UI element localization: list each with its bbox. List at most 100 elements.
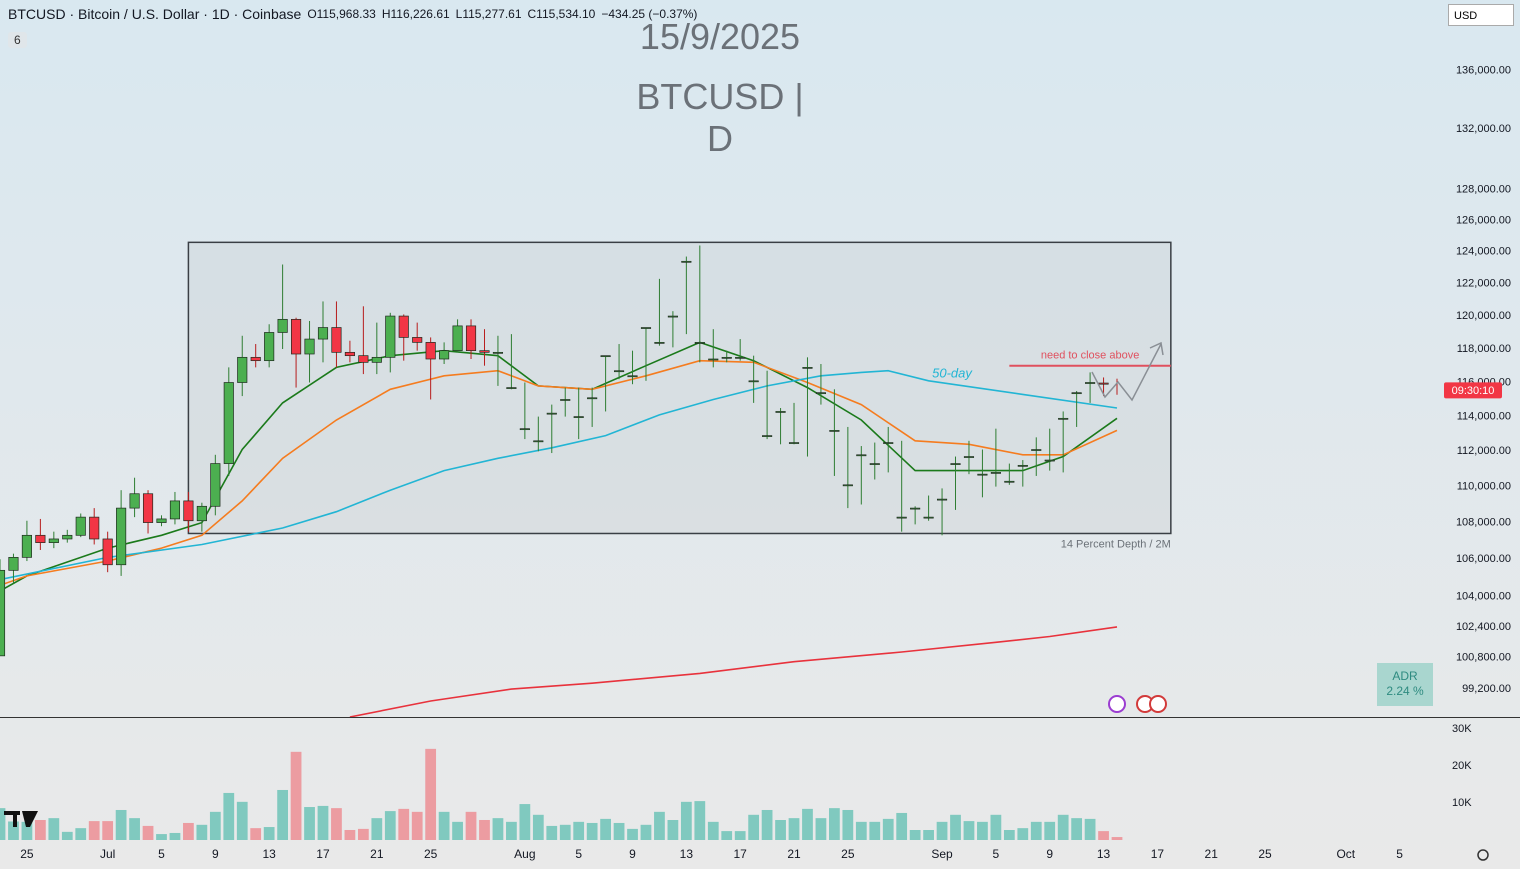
volume-bar [613,822,625,840]
watermark-symbol: BTCUSD | D [636,76,804,159]
volume-bar [115,809,127,840]
volume-bar [102,821,114,840]
candle-body [465,325,477,352]
candle-body [923,516,934,519]
volume-bar [600,818,611,840]
volume-bar [1098,831,1109,840]
volume-bar [936,821,948,840]
volume-bar [88,821,100,840]
candle-body [492,351,504,354]
change: −434.25 (−0.37%) [601,7,698,21]
volume-bar [977,821,988,840]
volume-bar [169,832,181,840]
volume-bar [357,828,369,840]
volume-bar [559,824,571,840]
candle-body [237,356,248,383]
candle-body [1031,449,1042,451]
x-tick-label: 21 [787,847,801,861]
volume-bar [640,824,652,840]
candle-body [506,387,517,389]
candle-body [896,516,907,519]
volume-bar [896,812,908,840]
price-pane: 14 Percent Depth / 2M 50-day need to close… [0,241,1172,717]
candle-body [129,493,140,509]
volume-bar [532,814,544,840]
volume-bar [156,834,167,840]
candle-body [762,435,773,437]
ohlc-close: C115,534.10 [527,7,596,21]
x-tick-label: 9 [1046,847,1053,861]
candle-body [452,325,463,352]
volume-bar [748,814,760,840]
candle-body [627,375,638,378]
volume-bar [236,801,248,840]
volume-bar [209,811,221,840]
candle-body [721,356,732,359]
volume-bar [721,831,733,840]
volume-bar [1017,828,1029,840]
y-tick-label: 112,000.00 [1457,445,1511,457]
volume-bar [815,818,827,840]
volume-bar [371,818,383,840]
volume-bar [546,825,558,840]
currency-select[interactable]: USD [1448,4,1514,26]
volume-bar [734,831,746,840]
ohlc-high: H116,226.61 [381,7,450,21]
logo [4,811,38,827]
candle-body [815,392,826,395]
indicator-count[interactable]: 6 [8,32,27,48]
volume-bar [950,814,961,840]
volume-bar [882,818,894,840]
x-tick-label: 17 [316,847,330,861]
y-tick-label: 118,000.00 [1457,343,1511,355]
volume-tick-label: 10K [1452,797,1472,809]
volume-bar [707,821,719,840]
volume-bar [1044,821,1056,840]
volume-bar [452,821,463,840]
volume-bar [21,821,33,840]
candle-body [223,382,234,464]
volume-bar [331,808,342,840]
adr-value: 2.24 % [1386,684,1424,698]
volume-tick-label: 20K [1452,760,1472,772]
volume-bar [196,824,208,840]
x-tick-label: Oct [1336,847,1355,861]
volume-bar [694,801,706,840]
countdown: 09:30:10 [1452,385,1495,397]
x-tick-label: 21 [370,847,384,861]
volume-bar [129,818,140,840]
y-tick-label: 126,000.00 [1456,214,1511,226]
volume-tick-label: 30K [1452,723,1472,735]
volume-bar [1071,818,1083,840]
candle-body [775,411,786,413]
candle-body [963,456,975,458]
x-tick-label: Aug [514,847,535,861]
candle-body [614,370,625,373]
price-tag [1444,382,1502,399]
candle-body [8,557,19,571]
volume-bar [304,807,315,840]
settings-icon[interactable] [1477,849,1489,861]
moving-average [0,359,1118,587]
volume-bar [465,811,477,840]
volume-bar [142,825,154,840]
candle-body [183,500,194,522]
volume-bar [48,818,60,840]
candle-body [977,473,988,476]
volume-bar [1030,821,1042,840]
candle-body [829,430,840,432]
volume-bar [1003,829,1015,840]
volume-bar [761,809,773,840]
watermark-date: 15/9/2025 [639,16,801,57]
candle-body [533,440,544,443]
candle-body [317,327,329,340]
candle-body [0,569,6,657]
candle-body [735,356,746,359]
candle-body [1098,382,1109,385]
volume-bar [1057,814,1069,840]
candle-body [1085,382,1096,384]
candle-body [869,463,880,465]
